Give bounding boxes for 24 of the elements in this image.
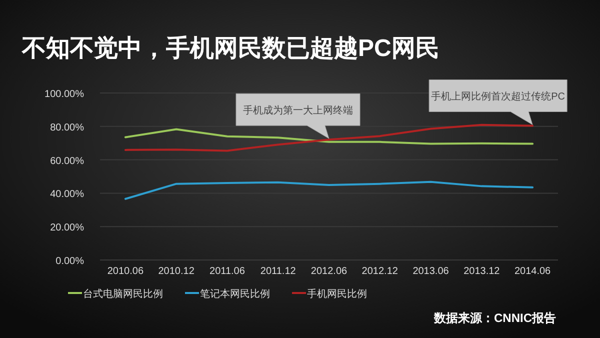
x-tick-label: 2011.06 — [210, 266, 246, 277]
title: 不知不觉中，手机网民数已超越PC网民 — [22, 35, 440, 62]
y-tick-label: 80.00% — [50, 122, 84, 134]
x-tick-label: 2013.06 — [412, 266, 450, 277]
y-tick-label: 0.00% — [56, 256, 84, 267]
legend-label: 笔记本网民比例 — [200, 288, 270, 300]
source-note: 数据来源：CNNIC报告 — [433, 311, 556, 325]
x-tick-label: 2010.06 — [107, 266, 144, 277]
y-tick-label: 40.00% — [50, 189, 84, 200]
x-tick-label: 2011.12 — [260, 266, 296, 277]
callout: 手机成为第一大上网终端 — [236, 93, 360, 139]
annotation: 手机上网比例首次超过传统PC — [431, 90, 566, 103]
y-tick-label: 20.00% — [50, 222, 84, 234]
x-tick-label: 2014.06 — [514, 266, 552, 277]
legend-label: 台式电脑网民比例 — [83, 288, 163, 300]
annotation: 手机成为第一大上网终端 — [243, 104, 353, 117]
callout: 手机上网比例首次超过传统PC — [428, 79, 568, 125]
legend-label: 手机网民比例 — [307, 288, 367, 300]
x-tick-label: 2012.06 — [310, 266, 348, 277]
x-tick-label: 2010.12 — [158, 266, 195, 277]
y-tick-label: 60.00% — [50, 156, 84, 167]
y-tick-label: 100.00% — [44, 89, 84, 100]
x-tick-label: 2013.12 — [464, 266, 500, 277]
x-tick-label: 2012.12 — [362, 266, 398, 277]
